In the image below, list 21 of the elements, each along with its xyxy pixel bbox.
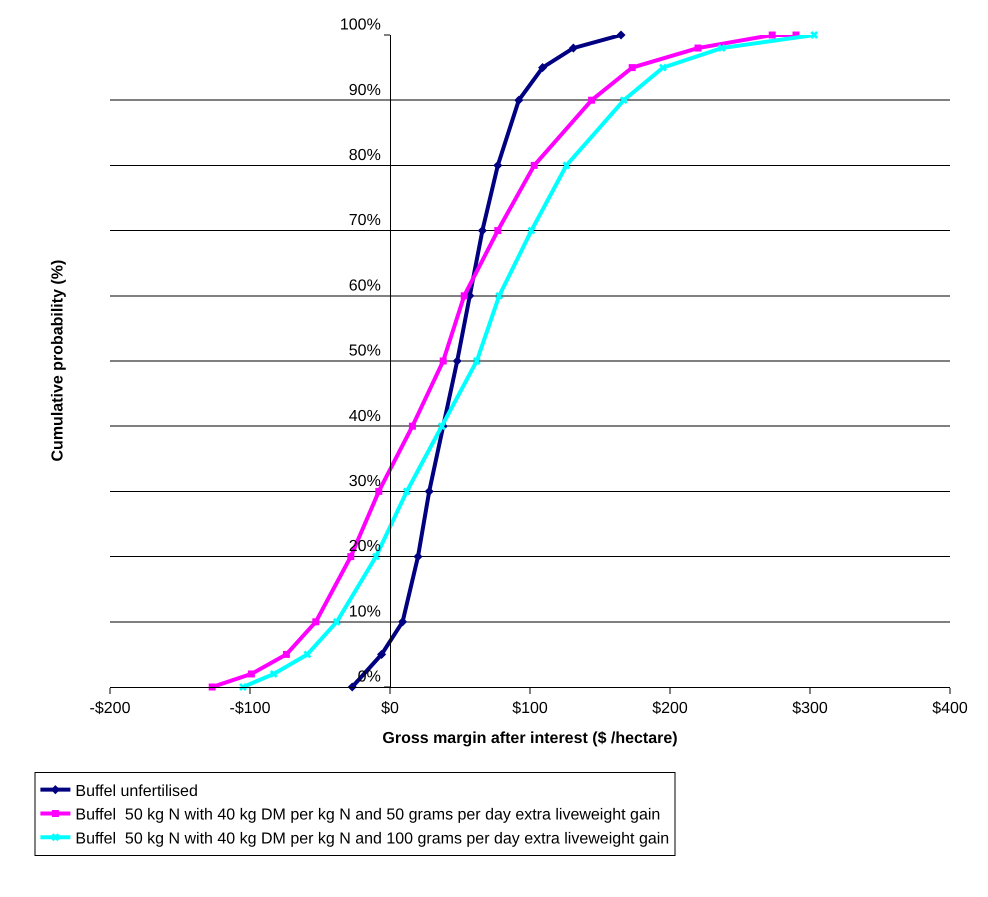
y-tick-label: 100% — [340, 16, 381, 34]
y-tick-label: 40% — [348, 408, 381, 425]
x-tick-label: $200 — [652, 700, 688, 718]
x-tick-label: $0 — [381, 700, 399, 718]
y-axis-title: Cumulative probability (%) — [50, 260, 66, 462]
x-tick-label: $300 — [792, 700, 828, 718]
legend-label: Buffel unfertilised — [75, 782, 198, 800]
y-tick-label: 70% — [348, 212, 381, 230]
legend-label: Buffel 50 kg N with 40 kg DM per kg N and 50 grams per day extra liveweight gain — [75, 806, 660, 824]
y-tick-label: 50% — [348, 342, 381, 360]
x-axis-title: Gross margin after interest ($ /hectare) — [382, 730, 678, 747]
x-tick-label: -$100 — [230, 700, 271, 718]
x-tick-label: -$200 — [90, 700, 131, 718]
x-tick-label: $400 — [932, 700, 968, 718]
legend-label: Buffel 50 kg N with 40 kg DM per kg N and 100 grams per day extra liveweight gain — [75, 830, 670, 848]
y-tick-label: 60% — [348, 277, 381, 294]
y-tick-label: 80% — [348, 147, 381, 164]
y-tick-label: 10% — [348, 603, 381, 620]
y-tick-label: 30% — [348, 473, 381, 490]
y-tick-label: 90% — [348, 82, 381, 99]
x-tick-label: $100 — [512, 700, 548, 718]
